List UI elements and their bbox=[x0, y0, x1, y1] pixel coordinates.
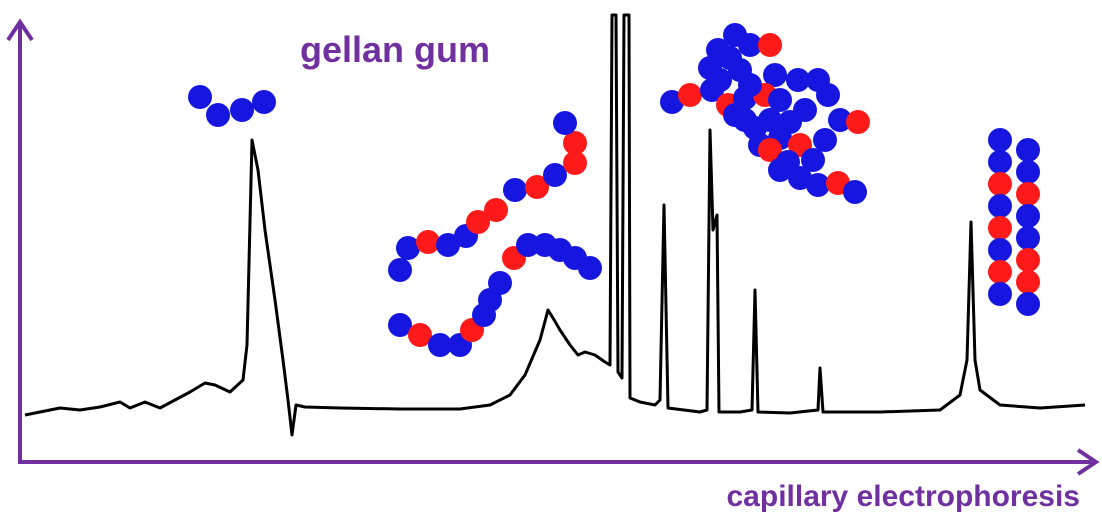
blue-bead bbox=[188, 85, 212, 109]
blue-bead bbox=[768, 88, 792, 112]
blue-bead bbox=[1016, 292, 1040, 316]
blue-bead bbox=[1016, 204, 1040, 228]
blue-bead bbox=[988, 282, 1012, 306]
cluster bbox=[660, 23, 870, 204]
red-bead bbox=[988, 216, 1012, 240]
blue-bead bbox=[388, 313, 412, 337]
blue-bead bbox=[718, 46, 742, 70]
axes bbox=[6, 18, 1100, 476]
red-bead bbox=[758, 33, 782, 57]
blue-bead bbox=[733, 108, 757, 132]
trace bbox=[24, 13, 1086, 437]
red-bead bbox=[563, 151, 587, 175]
blue-bead bbox=[813, 128, 837, 152]
red-bead bbox=[525, 175, 549, 199]
blue-bead bbox=[786, 68, 810, 92]
blue-bead bbox=[488, 271, 512, 295]
blue-bead bbox=[436, 233, 460, 257]
blue-bead bbox=[252, 90, 276, 114]
red-bead bbox=[466, 210, 490, 234]
blue-bead bbox=[988, 238, 1012, 262]
blue-bead bbox=[816, 83, 840, 107]
red-bead bbox=[563, 131, 587, 155]
blue-bead bbox=[1016, 138, 1040, 162]
blue-bead bbox=[1016, 160, 1040, 184]
blue-bead bbox=[768, 158, 792, 182]
blue-bead bbox=[988, 194, 1012, 218]
red-bead bbox=[988, 260, 1012, 284]
title: gellan gum bbox=[300, 29, 490, 70]
blue-bead bbox=[806, 173, 830, 197]
blue-bead bbox=[1016, 226, 1040, 250]
blue-bead bbox=[660, 90, 684, 114]
blue-bead bbox=[738, 33, 762, 57]
blue-bead bbox=[698, 56, 722, 80]
red-bead bbox=[1016, 248, 1040, 272]
blue-bead bbox=[988, 128, 1012, 152]
red-bead bbox=[678, 83, 702, 107]
double-helix bbox=[988, 128, 1040, 316]
blue-bead bbox=[763, 63, 787, 87]
y-axis-arrow bbox=[6, 18, 34, 42]
red-bead bbox=[988, 172, 1012, 196]
blue-bead bbox=[388, 258, 412, 282]
red-bead bbox=[846, 110, 870, 134]
blue-bead bbox=[503, 178, 527, 202]
x-axis-arrow bbox=[1076, 448, 1100, 476]
blue-bead bbox=[843, 180, 867, 204]
red-bead bbox=[484, 198, 508, 222]
red-bead bbox=[416, 230, 440, 254]
red-bead bbox=[758, 138, 782, 162]
tetramer bbox=[188, 85, 276, 127]
blue-bead bbox=[230, 98, 254, 122]
molecule-illustrations bbox=[188, 23, 1040, 357]
blue-bead bbox=[396, 236, 420, 260]
red-bead bbox=[1016, 270, 1040, 294]
blue-bead bbox=[738, 73, 762, 97]
blue-bead bbox=[578, 256, 602, 280]
blue-bead bbox=[801, 148, 825, 172]
blue-bead bbox=[828, 108, 852, 132]
blue-bead bbox=[428, 333, 452, 357]
blue-bead bbox=[516, 233, 540, 257]
x-axis-label: capillary electrophoresis bbox=[727, 480, 1081, 512]
blue-bead bbox=[988, 150, 1012, 174]
chain-lower bbox=[388, 233, 602, 357]
blue-bead bbox=[553, 111, 577, 135]
blue-bead bbox=[788, 166, 812, 190]
blue-bead bbox=[543, 163, 567, 187]
blue-bead bbox=[206, 103, 230, 127]
red-bead bbox=[408, 323, 432, 347]
red-bead bbox=[1016, 182, 1040, 206]
chain-upper bbox=[388, 111, 587, 282]
